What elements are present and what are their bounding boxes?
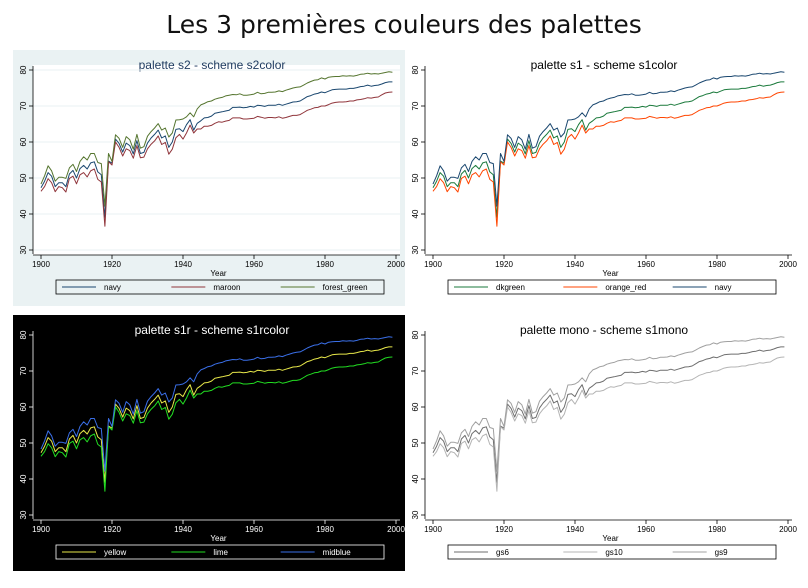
x-tick-label: 1980 bbox=[316, 260, 334, 269]
plot-area bbox=[425, 330, 792, 520]
legend-label: lime bbox=[213, 548, 228, 557]
legend-label: gs9 bbox=[715, 548, 728, 557]
x-tick-label: 1920 bbox=[495, 260, 513, 269]
series-line-forest_green bbox=[40, 71, 393, 207]
x-tick-label: 2000 bbox=[779, 260, 797, 269]
y-tick-label: 30 bbox=[19, 510, 28, 519]
y-tick-label: 40 bbox=[19, 474, 28, 483]
legend-label: midblue bbox=[323, 548, 352, 557]
x-tick-label: 1940 bbox=[174, 260, 192, 269]
x-tick-label: 1920 bbox=[495, 525, 513, 534]
legend-label: maroon bbox=[213, 283, 240, 292]
x-tick-label: 1960 bbox=[637, 260, 655, 269]
legend-label: dkgreen bbox=[496, 283, 525, 292]
legend-box bbox=[447, 544, 777, 560]
y-tick-label: 40 bbox=[19, 209, 28, 218]
x-tick-label: 1980 bbox=[708, 260, 726, 269]
series-line-navy bbox=[40, 81, 393, 218]
series-line-gs10 bbox=[432, 356, 785, 492]
x-axis-label: Year bbox=[210, 534, 227, 543]
x-axis-label: Year bbox=[210, 269, 227, 278]
x-tick-label: 2000 bbox=[779, 525, 797, 534]
chart-title: palette s1r - scheme s1rcolor bbox=[135, 323, 290, 337]
series-line-dkgreen bbox=[432, 81, 785, 218]
y-tick-label: 80 bbox=[411, 330, 420, 339]
x-tick-label: 1900 bbox=[32, 260, 50, 269]
series-line-midblue bbox=[40, 336, 393, 472]
x-axis-label: Year bbox=[602, 534, 619, 543]
plot-area bbox=[33, 65, 400, 255]
x-axis-label: Year bbox=[602, 269, 619, 278]
chart-title: palette s2 - scheme s2color bbox=[139, 58, 286, 72]
y-tick-label: 70 bbox=[19, 101, 28, 110]
legend-label: navy bbox=[104, 283, 121, 292]
plot-area bbox=[33, 330, 400, 520]
y-tick-label: 50 bbox=[411, 173, 420, 182]
x-tick-label: 1920 bbox=[103, 260, 121, 269]
x-tick-label: 1960 bbox=[245, 525, 263, 534]
y-tick-label: 40 bbox=[411, 474, 420, 483]
y-tick-label: 50 bbox=[411, 438, 420, 447]
chart-svg: palette s1r - scheme s1rcolor 30 40 50 60 70 8… bbox=[13, 315, 411, 571]
page-title: Les 3 premières couleurs des palettes bbox=[166, 10, 642, 39]
legend-label: forest_green bbox=[323, 283, 368, 292]
series-line-lime bbox=[40, 356, 393, 492]
y-tick-label: 70 bbox=[411, 101, 420, 110]
chart-svg: palette s1 - scheme s1color 30 40 50 60 70 80 1… bbox=[405, 50, 803, 306]
chart-svg: palette s2 - scheme s2color 30 40 50 60 70 80 1… bbox=[13, 50, 411, 306]
chart-title: palette mono - scheme s1mono bbox=[520, 323, 688, 337]
plot-area bbox=[425, 65, 792, 255]
x-tick-label: 1980 bbox=[708, 525, 726, 534]
y-tick-label: 50 bbox=[19, 438, 28, 447]
chart-panel-s1mono: palette mono - scheme s1mono 30 40 50 60 70 80… bbox=[405, 315, 803, 571]
series-line-gs9 bbox=[432, 336, 785, 472]
y-tick-label: 80 bbox=[19, 330, 28, 339]
chart-svg: palette mono - scheme s1mono 30 40 50 60 70 80… bbox=[405, 315, 803, 571]
y-tick-label: 40 bbox=[411, 209, 420, 218]
legend-label: gs6 bbox=[496, 548, 509, 557]
y-tick-label: 70 bbox=[19, 366, 28, 375]
x-tick-label: 1920 bbox=[103, 525, 121, 534]
x-tick-label: 1960 bbox=[637, 525, 655, 534]
x-tick-label: 1960 bbox=[245, 260, 263, 269]
y-tick-label: 30 bbox=[19, 245, 28, 254]
x-tick-label: 2000 bbox=[387, 260, 405, 269]
series-line-navy bbox=[432, 71, 785, 207]
y-tick-label: 80 bbox=[19, 65, 28, 74]
legend-box bbox=[55, 279, 385, 295]
y-tick-label: 60 bbox=[19, 402, 28, 411]
y-tick-label: 50 bbox=[19, 173, 28, 182]
chart-panel-s1color: palette s1 - scheme s1color 30 40 50 60 70 80 1… bbox=[405, 50, 803, 306]
legend-label: orange_red bbox=[605, 283, 646, 292]
x-tick-label: 1940 bbox=[174, 525, 192, 534]
chart-panel-s1rcolor: palette s1r - scheme s1rcolor 30 40 50 60 70 8… bbox=[13, 315, 411, 571]
series-line-orange_red bbox=[432, 91, 785, 227]
y-tick-label: 30 bbox=[411, 510, 420, 519]
legend-box bbox=[447, 279, 777, 295]
series-line-maroon bbox=[40, 91, 393, 227]
x-tick-label: 2000 bbox=[387, 525, 405, 534]
y-tick-label: 70 bbox=[411, 366, 420, 375]
y-tick-label: 60 bbox=[411, 402, 420, 411]
legend-label: navy bbox=[715, 283, 732, 292]
series-line-yellow bbox=[40, 346, 393, 483]
y-tick-label: 80 bbox=[411, 65, 420, 74]
y-tick-label: 60 bbox=[411, 137, 420, 146]
x-tick-label: 1980 bbox=[316, 525, 334, 534]
x-tick-label: 1940 bbox=[566, 260, 584, 269]
legend-box bbox=[55, 544, 385, 560]
chart-panel-s2color: palette s2 - scheme s2color 30 40 50 60 70 80 1… bbox=[13, 50, 411, 306]
chart-title: palette s1 - scheme s1color bbox=[531, 58, 678, 72]
x-tick-label: 1940 bbox=[566, 525, 584, 534]
x-tick-label: 1900 bbox=[424, 525, 442, 534]
x-tick-label: 1900 bbox=[32, 525, 50, 534]
legend-label: yellow bbox=[104, 548, 126, 557]
y-tick-label: 30 bbox=[411, 245, 420, 254]
legend-label: gs10 bbox=[605, 548, 623, 557]
y-tick-label: 60 bbox=[19, 137, 28, 146]
series-line-gs6 bbox=[432, 346, 785, 483]
x-tick-label: 1900 bbox=[424, 260, 442, 269]
